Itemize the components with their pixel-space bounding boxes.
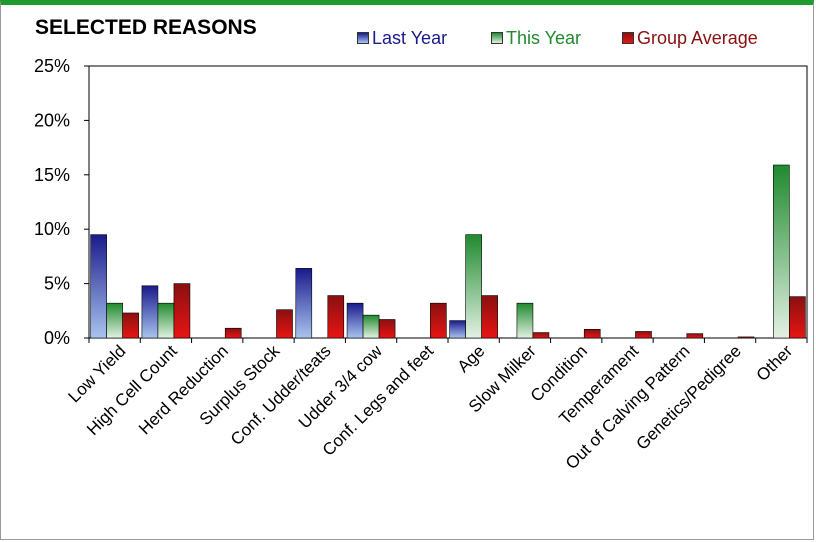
x-tick-label: High Cell Count [83, 341, 181, 439]
legend-swatch-group-average [622, 31, 634, 44]
y-tick-label: 10% [34, 219, 70, 239]
x-tick-label: Age [454, 341, 489, 376]
bar-last-year-low-yield [90, 234, 107, 339]
bar-group-average-conf-legs-and-feet [430, 302, 447, 339]
bar-group-average-high-cell-count [173, 283, 191, 339]
bar-group-average-herd-reduction [224, 327, 242, 339]
chart-title: SELECTED REASONS [35, 16, 257, 39]
bar-group-average-low-yield [122, 312, 139, 339]
legend-label-this-year: This Year [506, 28, 582, 48]
y-tick-label: 5% [44, 274, 70, 294]
legend-swatch-this-year [491, 31, 503, 44]
legend-item-last-year: Last Year [357, 28, 447, 49]
bar-group-average-temperament [635, 331, 652, 339]
bar-last-year-udder-3-4-cow [346, 302, 364, 339]
bar-group-average-surplus-stock [276, 309, 293, 339]
y-tick-label: 25% [34, 56, 70, 76]
bar-group-average-out-of-calving-pattern [686, 333, 704, 339]
bar-group-average-genetics-pedigree [737, 336, 755, 339]
legend-item-group-average: Group Average [622, 28, 758, 49]
y-tick-label: 20% [34, 110, 70, 130]
bar-this-year-high-cell-count [157, 302, 175, 339]
axes [84, 65, 808, 343]
bar-this-year-udder-3-4-cow [362, 314, 380, 339]
bar-last-year-age [449, 320, 466, 339]
legend-swatch-last-year [357, 31, 369, 44]
x-tick-label: Other [753, 341, 797, 385]
legend-item-this-year: This Year [491, 28, 581, 49]
bar-this-year-age [465, 234, 482, 339]
bar-this-year-slow-milker [516, 302, 534, 339]
bar-group-average-condition [583, 328, 601, 339]
y-tick-label: 0% [44, 328, 70, 348]
bar-group-average-slow-milker [532, 332, 550, 339]
bar-group-average-other [789, 296, 806, 339]
legend-label-group-average: Group Average [637, 28, 758, 48]
bar-group-average-udder-3-4-cow [378, 319, 396, 339]
bars [90, 164, 806, 339]
x-tick-label: Herd Reduction [135, 341, 232, 438]
bar-last-year-conf-udder-teats [295, 268, 313, 339]
bar-group-average-age [481, 295, 498, 339]
legend-label-last-year: Last Year [372, 28, 448, 48]
y-tick-label: 15% [34, 165, 70, 185]
bar-this-year-other [773, 164, 790, 339]
bar-group-average-conf-udder-teats [327, 295, 345, 339]
bar-last-year-high-cell-count [141, 285, 159, 339]
plot-area-border [88, 65, 808, 339]
bar-this-year-low-yield [106, 302, 123, 339]
